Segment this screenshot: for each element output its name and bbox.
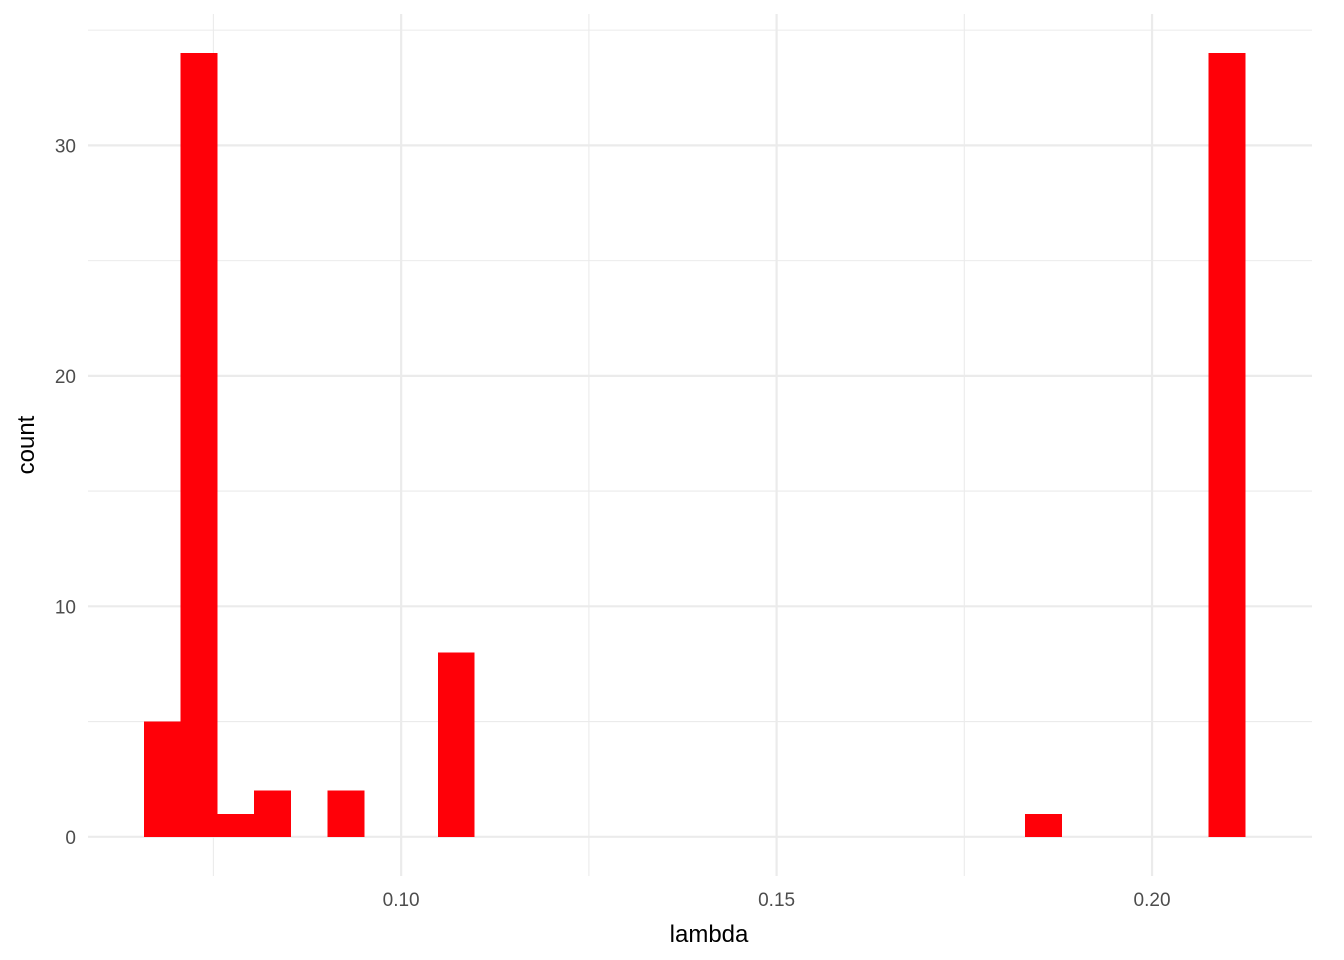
histogram-bar-1	[180, 53, 218, 837]
x-axis-tick-labels: 0.10 0.15 0.20	[383, 890, 1171, 911]
y-axis-title: count	[13, 415, 40, 474]
histogram-bar-0	[144, 721, 181, 837]
x-tick-label: 0.10	[383, 890, 420, 911]
x-axis-title: lambda	[670, 921, 749, 948]
minor-gridlines	[88, 14, 1312, 876]
y-tick-label: 20	[55, 367, 76, 388]
y-tick-label: 0	[65, 828, 76, 849]
x-tick-label: 0.15	[758, 890, 795, 911]
histogram-bar-9	[1025, 813, 1062, 837]
y-tick-label: 30	[55, 136, 76, 157]
major-gridlines	[88, 14, 1312, 876]
histogram-bar-10	[1208, 53, 1246, 837]
histogram-bar-8	[437, 652, 475, 837]
histogram-bar-3	[254, 790, 291, 837]
histogram-bar-2	[217, 813, 255, 837]
y-tick-label: 10	[55, 597, 76, 618]
y-axis-tick-labels: 0 10 20 30	[55, 136, 76, 848]
histogram-bar-5	[327, 790, 365, 837]
histogram-bars	[144, 53, 1246, 837]
x-tick-label: 0.20	[1134, 890, 1171, 911]
